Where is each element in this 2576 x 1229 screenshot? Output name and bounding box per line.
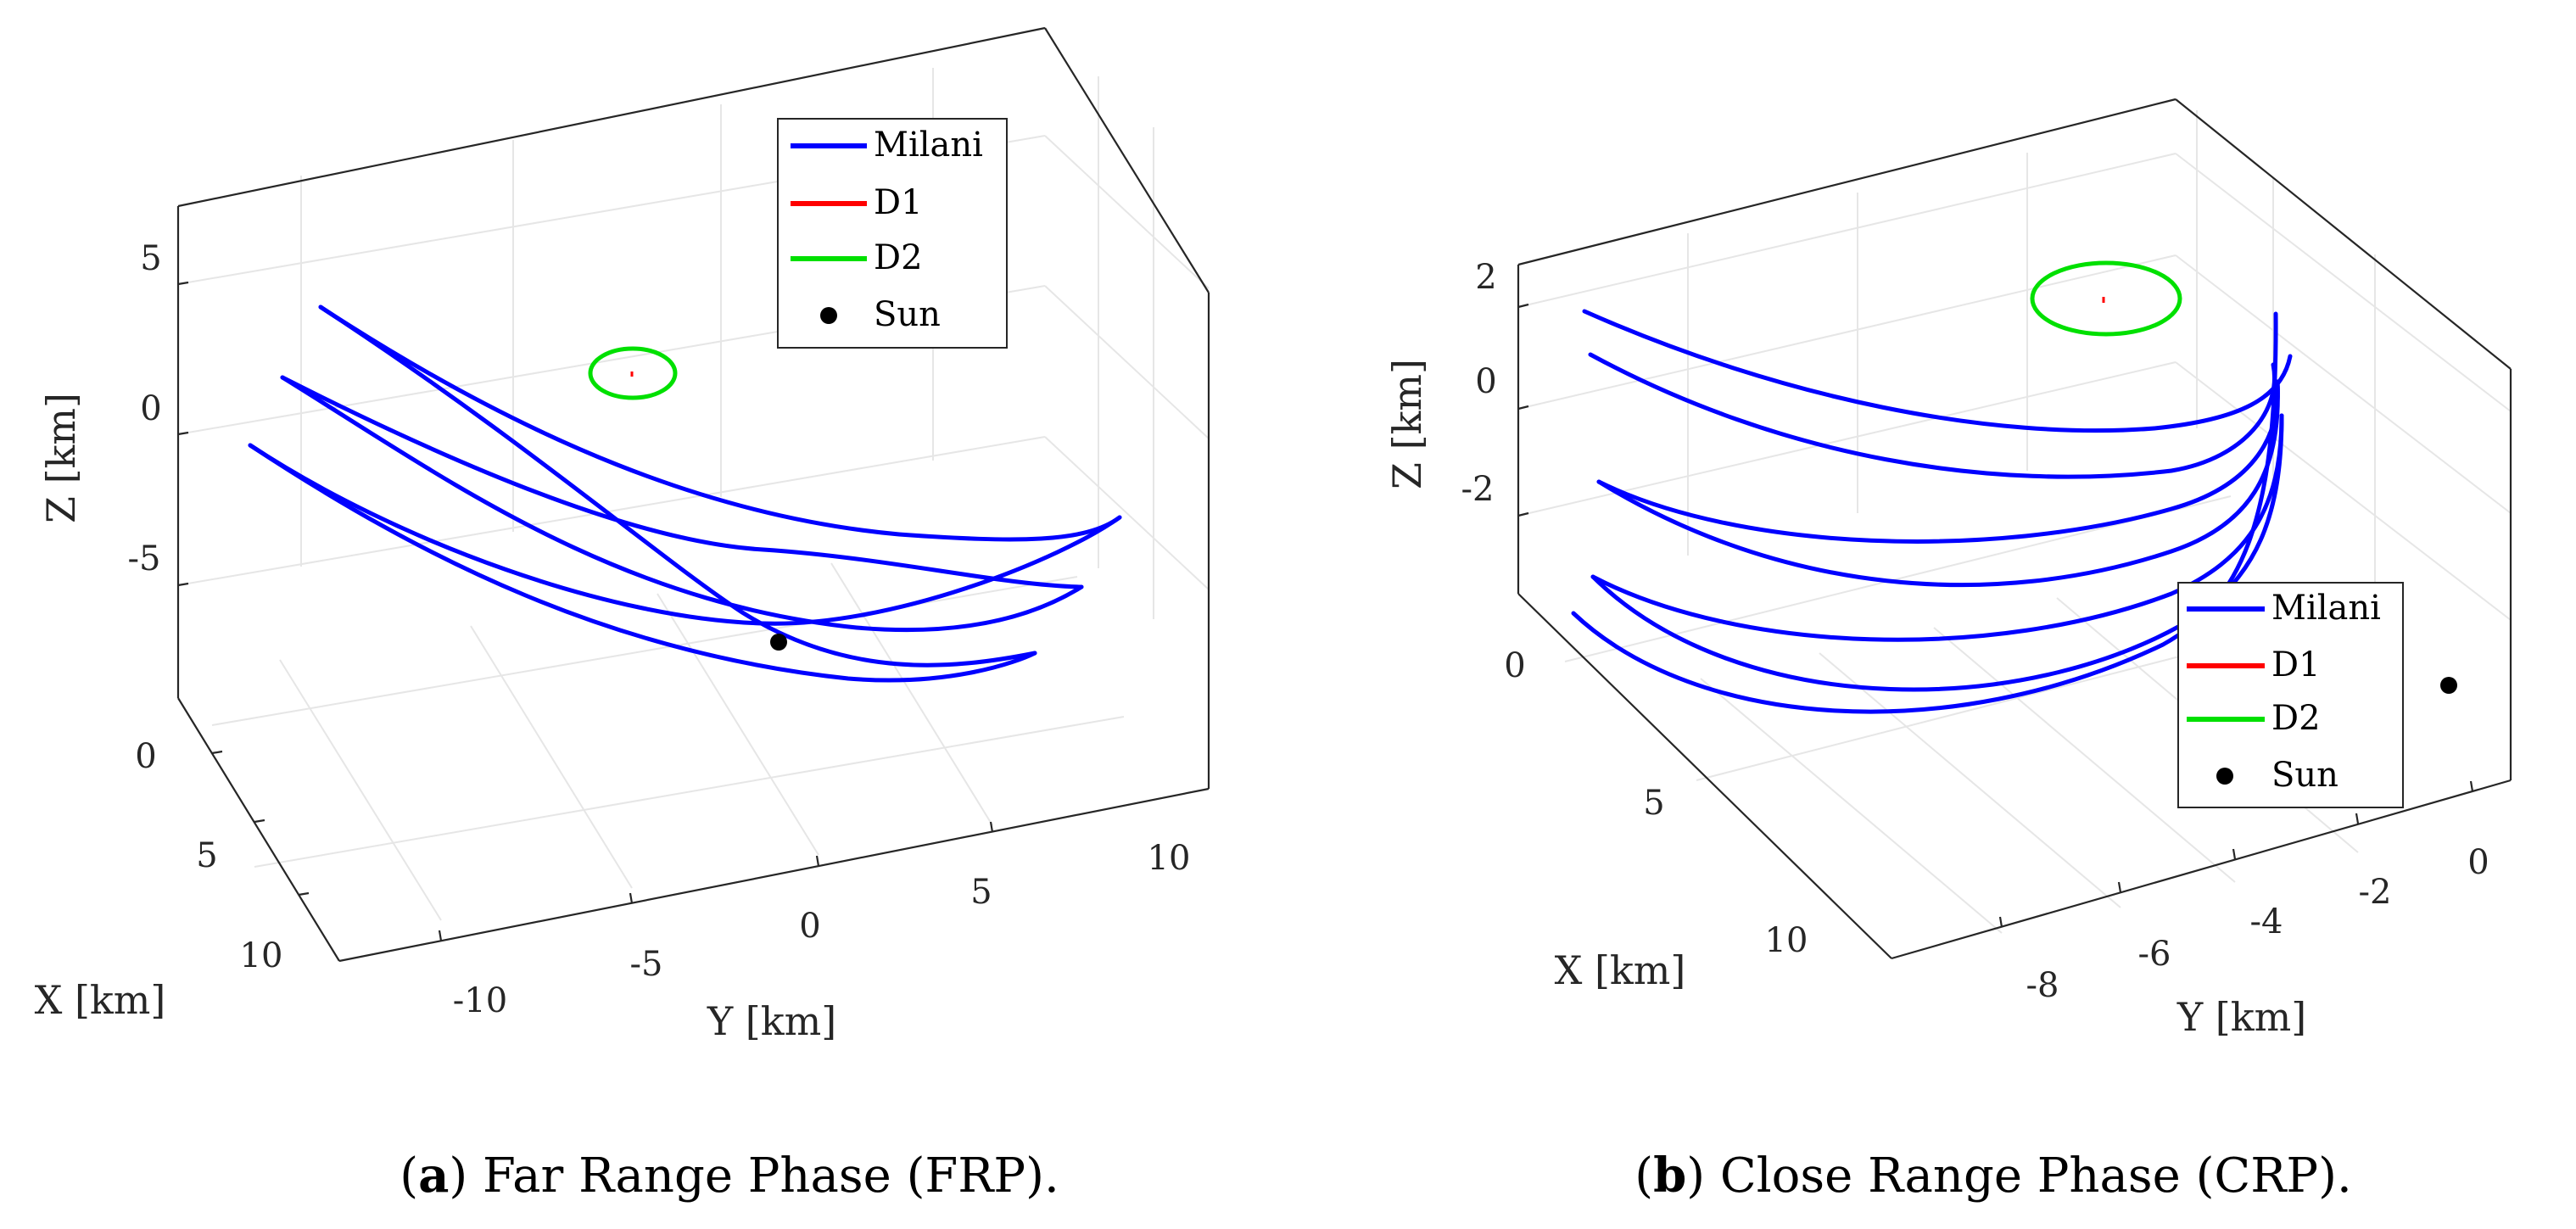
panel-b-ytick-0: -8 [2026,966,2059,1005]
panel-a-ytick-4: 10 [1148,839,1191,878]
panel-a-xtick-1: 5 [196,836,217,875]
panel-a-legend-milani: Milani [874,126,983,165]
panel-a-chart: 5 0 -5 0 5 10 -10 -5 0 5 10 X [km] Y [km… [35,26,1210,1204]
panel-b-grid [1517,110,2512,934]
panel-a-axes-box [176,26,1210,963]
panel-b-legend: Milani D1 D2 Sun [2177,582,2404,808]
panel-b-arc-7 [1571,311,2278,714]
panel-b-sun-marker [2440,677,2457,694]
panel-a-ytick-0: -10 [453,981,507,1020]
panel-a-legend-d2: D2 [874,238,923,277]
panel-b-ztick-1: 0 [1475,362,1496,401]
panel-b-ytick-4: 0 [2467,843,2489,882]
panel-b-caption-text: Close Range Phase (CRP). [1705,1148,2352,1204]
panel-a-caption-text: Far Range Phase (FRP). [467,1148,1059,1204]
panel-a-legend-d1: D1 [874,183,923,222]
panel-b-xtick-1: 5 [1643,784,1664,823]
panel-b-arc-3 [1596,379,2280,544]
panel-b-d2-orbit [2030,260,2182,337]
panel-b-arc-5 [1590,413,2284,642]
panel-b-ytick-1: -6 [2138,935,2171,974]
panel-b-legend-sun: Sun [2271,756,2339,795]
panel-b-milani-trajectory [1571,309,2293,714]
panel-b-zlabel: Z [km] [1384,359,1430,489]
panel-a-ylabel: Y [km] [707,998,836,1044]
panel-b-caption: (b) Close Range Phase (CRP). [1634,1148,2352,1204]
panel-a-legend-sun-swatch [820,307,837,324]
panel-a-arc-4 [280,375,1084,633]
panel-b-xlabel: X [km] [1555,947,1686,993]
panel-a-ztick-1: 0 [140,389,161,428]
panel-b-ytick-2: -4 [2250,902,2283,941]
panel-b-legend-sun-swatch [2216,768,2233,785]
panel-b-ytick-3: -2 [2359,873,2392,912]
panel-a-ytick-3: 5 [970,873,992,912]
panel-a-legend-sun: Sun [874,295,941,334]
panel-a-xtick-2: 10 [240,936,283,975]
panel-b-ztick-0: 2 [1475,258,1496,297]
panel-a-sun-marker [770,634,787,651]
panel-b-legend-d1: D1 [2271,645,2321,684]
panel-a-milani-trajectory [248,304,1122,683]
panel-a-ytick-1: -5 [630,945,663,984]
panel-a-arc-6 [248,443,1122,626]
panel-a-xlabel: X [km] [35,977,166,1023]
panel-a-ztick-2: -5 [128,539,161,578]
panel-b-arc-1 [1582,309,2293,433]
panel-a-xtick-0: 0 [135,737,156,776]
panel-b-arc-2 [1588,352,2277,479]
panel-a-d2-orbit [588,346,678,400]
panel-b-xtick-2: 10 [1765,921,1808,960]
panel-a-arc-3 [280,375,1084,589]
panel-a-grid [177,68,1210,921]
panel-a-arc-2 [318,304,1122,542]
panel-a-ztick-0: 5 [140,239,161,278]
panel-a-legend: Milani D1 D2 Sun [777,118,1008,349]
panel-b-axes-box [1517,98,2512,960]
panel-b-arc-6 [1590,413,2284,692]
panel-a-zlabel: Z [km] [38,393,84,523]
panel-b-arc-4 [1596,379,2280,588]
panel-a-arc-5 [248,443,1037,683]
panel-b-chart: 2 0 -2 0 5 10 -8 -6 -4 -2 0 X [km] Y [km… [1384,98,2512,1204]
panel-b-ztick-2: -2 [1461,470,1495,509]
panel-a-caption: (a) Far Range Phase (FRP). [400,1148,1059,1204]
panel-a-caption-letter: a [418,1148,449,1204]
panel-b-xtick-0: 0 [1504,646,1525,685]
panel-b-caption-letter: b [1653,1148,1686,1204]
panel-a-ytick-2: 0 [799,907,820,946]
panel-b-legend-milani: Milani [2271,589,2381,628]
panel-b-legend-d2: D2 [2271,699,2321,738]
panel-b-ylabel: Y [km] [2176,994,2306,1040]
